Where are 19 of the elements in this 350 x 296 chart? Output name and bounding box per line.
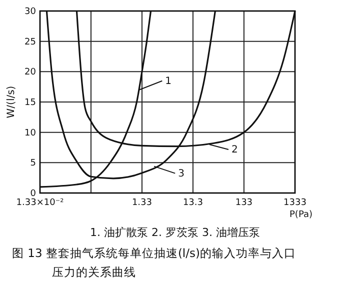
y-tick-label: 30 [24,7,36,17]
y-tick-label: 0 [30,189,36,199]
x-tick-label: 1333 [284,198,306,208]
y-axis-title: W/(l/s) [6,86,17,118]
y-tick-label: 20 [24,68,36,78]
x-tick-label: 13.3 [182,198,203,208]
x-axis-title: P(Pa) [290,210,312,220]
y-tick-label: 5 [30,158,36,169]
x-tick-label: 133 [235,198,253,208]
annotation: 1 [165,76,172,87]
text: 1. 油扩散泵 2. 罗茨泵 3. 油增压泵 [90,226,260,239]
text: 图 13 整套抽气系统每单位抽速(l/s)的输入功率与入口压力的关系曲线 [12,246,296,279]
y-tick-label: 25 [24,37,36,48]
x-tick-label: 1.33×10⁻² [16,198,64,208]
y-tick-label: 15 [24,98,36,108]
y-tick-label: 10 [24,128,36,138]
x-tick-label: 1.33 [132,198,152,208]
annotation: 3 [178,168,184,180]
annotation: 2 [231,144,238,156]
